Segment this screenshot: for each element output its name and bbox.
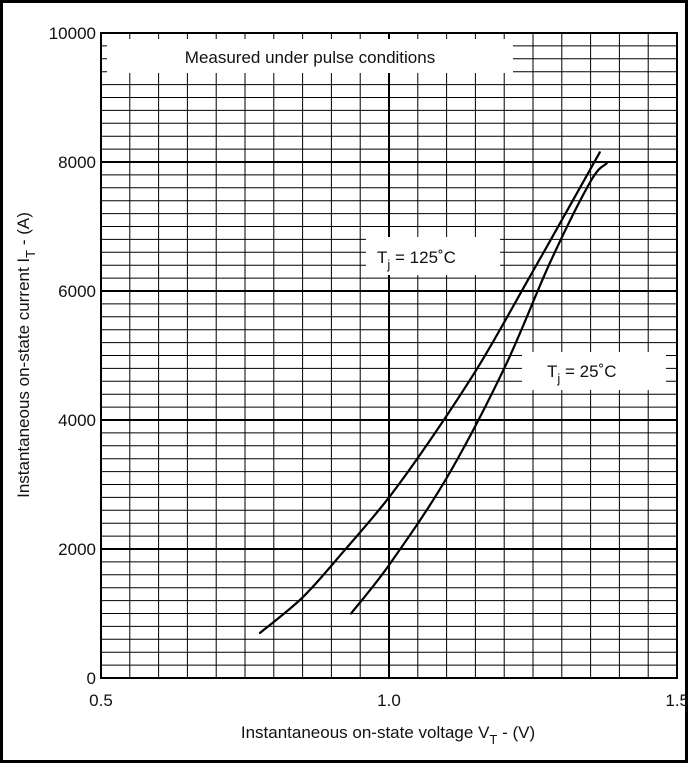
plot-border <box>100 32 678 679</box>
x-tick-label: 1.5 <box>665 691 688 710</box>
iv-chart: Measured under pulse conditions Tj = 125… <box>14 24 688 747</box>
grid-lines <box>100 32 678 679</box>
series-label-25c-background <box>522 352 666 390</box>
y-tick-label: 10000 <box>49 24 96 43</box>
tick-labels: 0 2000 4000 6000 8000 10000 0.5 1.0 1.5 <box>49 24 688 710</box>
series-label-25c: Tj = 25˚C <box>522 352 666 390</box>
series-label-125c-background <box>366 237 500 275</box>
curves <box>258 151 608 634</box>
annotation-background <box>107 39 513 73</box>
x-tick-label: 1.0 <box>377 691 401 710</box>
y-tick-label: 4000 <box>58 411 96 430</box>
y-tick-label: 6000 <box>58 282 96 301</box>
series-line-0 <box>258 151 601 634</box>
x-axis-title: Instantaneous on-state voltage VT - (V) <box>241 723 535 747</box>
x-tick-label: 0.5 <box>89 691 113 710</box>
y-tick-label: 2000 <box>58 540 96 559</box>
series-label-125c-text: Tj = 125˚C <box>377 248 456 272</box>
y-axis-title: Instantaneous on-state current IT - (A) <box>14 212 38 498</box>
series-label-125c: Tj = 125˚C <box>366 237 500 275</box>
y-tick-label: 8000 <box>58 153 96 172</box>
annotation-box: Measured under pulse conditions <box>107 39 513 73</box>
y-tick-label: 0 <box>87 669 96 688</box>
annotation-text: Measured under pulse conditions <box>185 48 435 67</box>
series-line-1 <box>349 162 608 615</box>
series-label-25c-text: Tj = 25˚C <box>547 362 617 386</box>
